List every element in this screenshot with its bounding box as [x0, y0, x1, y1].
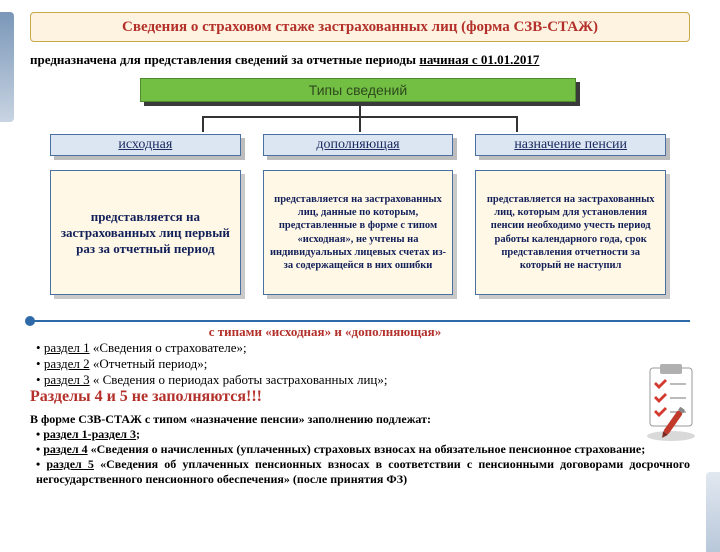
title-text: Сведения о страховом стаже застрахованны… — [122, 19, 598, 35]
block2-header: В форме СЗВ-СТАЖ с типом «назначение пен… — [30, 412, 431, 426]
type-desc-text: представляется на застрахованных лиц, ко… — [475, 170, 666, 295]
list-item: раздел 4 «Сведения о начисленных (уплаче… — [36, 442, 690, 457]
type-tag-label: дополняющая — [263, 134, 454, 156]
list-item: раздел 2 «Отчетный период»; — [36, 356, 620, 372]
divider — [30, 320, 690, 322]
clipboard-icon — [640, 362, 702, 442]
types-header-box: Типы сведений — [140, 78, 580, 106]
type-desc: представляется на застрахованных лиц, да… — [263, 170, 458, 299]
list-item: раздел 5 «Сведения об уплаченных пенсион… — [36, 457, 690, 487]
list-item: раздел 1 «Сведения о страхователе»; — [36, 340, 620, 356]
intro-underline: начиная с 01.01.2017 — [419, 52, 539, 67]
type-tag-label: назначение пенсии — [475, 134, 666, 156]
type-desc: представляется на застрахованных лиц пер… — [50, 170, 245, 299]
type-tag: дополняющая — [263, 134, 458, 160]
decorative-stripe-bottom — [706, 472, 720, 552]
sections-block-1: с типами «исходная» и «дополняющая» разд… — [30, 324, 690, 406]
intro-paragraph: предназначена для представления сведений… — [30, 52, 690, 68]
type-desc-text: представляется на застрахованных лиц, да… — [263, 170, 454, 295]
type-desc-text: представляется на застрахованных лиц пер… — [50, 170, 241, 295]
intro-plain: предназначена для представления сведений… — [30, 52, 419, 67]
type-column-0: исходная представляется на застрахованны… — [50, 134, 245, 299]
type-desc: представляется на застрахованных лиц, ко… — [475, 170, 670, 299]
block1-footer: Разделы 4 и 5 не заполняются!!! — [30, 388, 620, 406]
type-tag-label: исходная — [50, 134, 241, 156]
sections-block-2: В форме СЗВ-СТАЖ с типом «назначение пен… — [30, 412, 690, 487]
list-item: раздел 3 « Сведения о периодах работы за… — [36, 372, 620, 388]
type-column-2: назначение пенсии представляется на заст… — [475, 134, 670, 299]
decorative-stripe-top — [0, 12, 14, 122]
types-chart: Типы сведений исходная представляется на… — [50, 78, 670, 308]
list-item: раздел 1-раздел 3; — [36, 427, 690, 442]
title-bar: Сведения о страховом стаже застрахованны… — [30, 12, 690, 42]
type-tag: исходная — [50, 134, 245, 160]
type-column-1: дополняющая представляется на застрахова… — [263, 134, 458, 299]
type-tag: назначение пенсии — [475, 134, 670, 160]
block1-header: с типами «исходная» и «дополняющая» — [30, 324, 620, 340]
connectors — [140, 106, 580, 134]
divider-dot-icon — [25, 316, 35, 326]
types-header-label: Типы сведений — [140, 78, 576, 102]
